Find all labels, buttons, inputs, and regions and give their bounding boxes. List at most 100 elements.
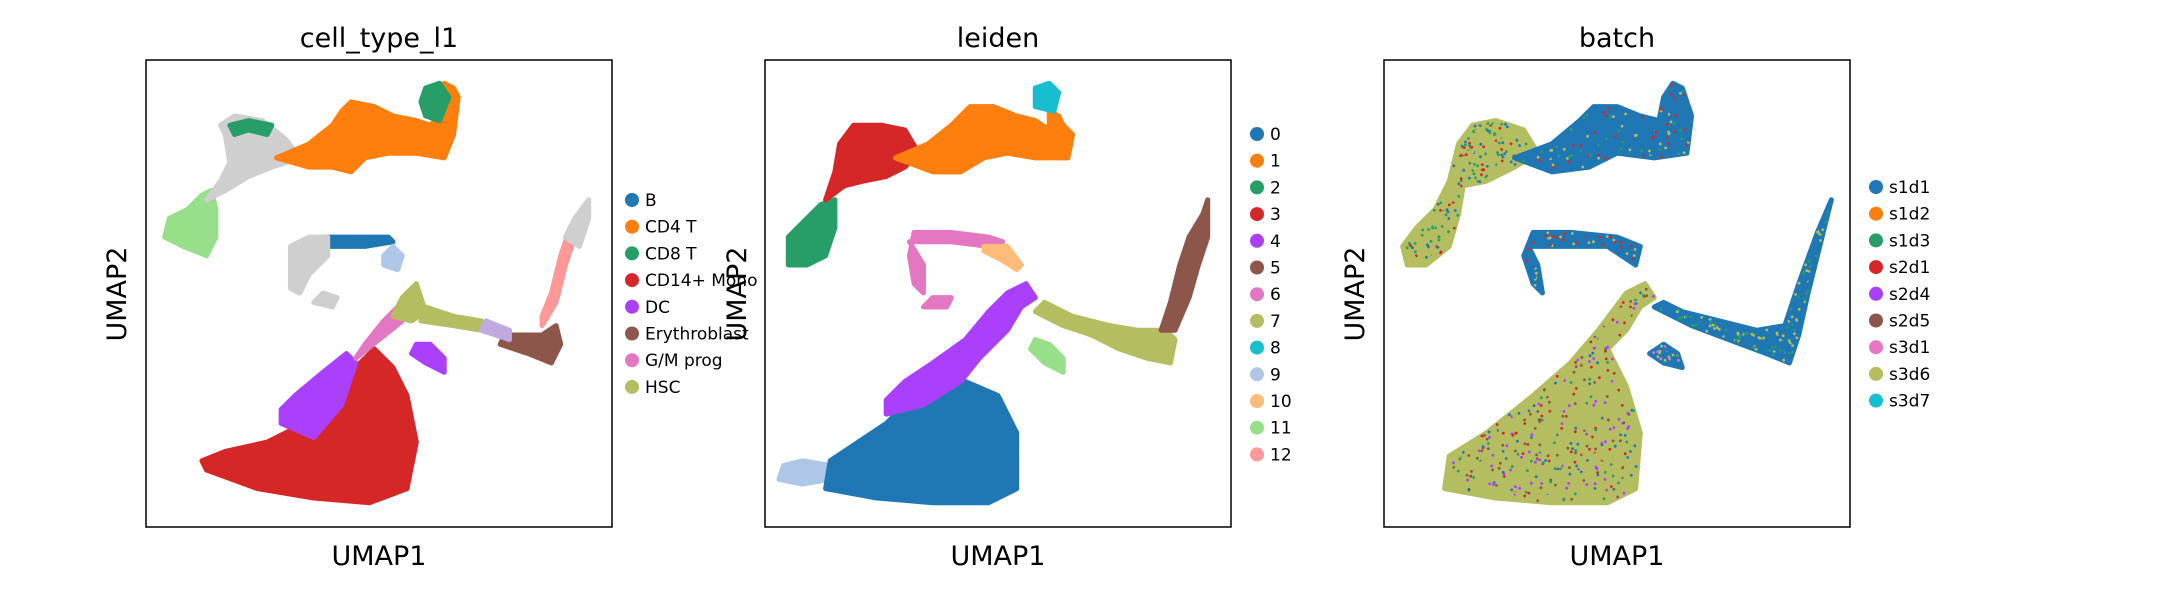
cell-point [1515, 138, 1519, 142]
cell-point [350, 164, 354, 168]
cell-point [1067, 148, 1071, 152]
cell-point [356, 125, 359, 129]
cell-point [349, 125, 353, 129]
legend-marker [1250, 207, 1264, 222]
cell-point [1445, 228, 1449, 232]
cell-point [1523, 461, 1526, 465]
cell-point [969, 240, 973, 244]
cell-point [238, 170, 242, 174]
cell-point [962, 144, 966, 148]
cell-point [494, 332, 498, 336]
cell-point [1630, 412, 1634, 416]
cell-point [352, 408, 356, 411]
cell-point [1617, 241, 1621, 245]
cell-point [1619, 483, 1623, 487]
cell-point [1447, 203, 1451, 207]
cell-point [377, 399, 380, 402]
cell-point [1565, 384, 1569, 388]
cell-point [1631, 291, 1634, 294]
legend-label: HSC [645, 378, 680, 398]
cell-point [305, 407, 309, 411]
cell-point [232, 150, 236, 154]
cell-point [352, 240, 356, 244]
cell-point [986, 453, 989, 457]
cell-point [1470, 171, 1473, 174]
cell-point [926, 387, 930, 390]
cell-point [1001, 432, 1005, 436]
cell-point [1623, 321, 1626, 325]
cell-point [1805, 274, 1809, 278]
legend-marker [1250, 127, 1264, 141]
cell-point [291, 250, 294, 253]
cell-point [249, 455, 253, 459]
cell-point [1603, 478, 1607, 481]
cell-point [1802, 291, 1806, 295]
cell-point [367, 425, 371, 429]
cell-point [387, 317, 390, 321]
cell-point [401, 307, 405, 311]
cell-point [269, 142, 273, 146]
legend-label: B [645, 191, 657, 211]
cell-point [1545, 474, 1549, 478]
cell-point [348, 366, 352, 370]
cell-point [287, 410, 291, 413]
cell-point [913, 402, 917, 406]
cell-point [370, 476, 374, 480]
cell-point [1593, 364, 1596, 368]
cell-point [1049, 147, 1053, 151]
cell-point [258, 487, 262, 490]
cell-point [1555, 236, 1559, 240]
cell-point [1614, 426, 1618, 429]
cell-point [1534, 239, 1538, 243]
cell-point [1003, 317, 1007, 321]
cell-point [1204, 224, 1208, 227]
cell-point [973, 390, 977, 394]
cell-point [1562, 147, 1566, 151]
cell-point [943, 493, 947, 497]
cell-point [1130, 332, 1134, 336]
cell-point [983, 433, 987, 436]
cell-point [1582, 116, 1586, 120]
cell-point [1480, 168, 1484, 172]
cell-point [804, 474, 807, 477]
cell-point [1805, 278, 1808, 282]
cell-point [1489, 144, 1493, 148]
cell-point [966, 161, 970, 164]
cell-point [387, 261, 391, 265]
cell-point [343, 446, 347, 449]
cell-point [927, 486, 931, 490]
cell-point [1491, 457, 1495, 461]
cell-point [885, 443, 889, 447]
cell-point [399, 479, 402, 483]
cell-point [244, 161, 247, 165]
cell-point [190, 248, 194, 252]
cell-point [1501, 449, 1505, 453]
cell-point [1789, 307, 1793, 311]
legend-marker [625, 353, 639, 368]
cell-point [375, 382, 378, 386]
cell-point [427, 362, 431, 365]
cell-point [293, 271, 296, 275]
cell-point [1535, 457, 1539, 461]
cell-point [1551, 419, 1555, 422]
cell-point [421, 131, 425, 135]
cell-point [1508, 144, 1512, 148]
cell-point [398, 475, 402, 478]
cell-point [941, 297, 944, 301]
cell-point [1038, 133, 1042, 137]
cell-point [1584, 150, 1588, 154]
cell-point [1480, 449, 1484, 453]
cell-point [1472, 130, 1476, 134]
cell-point [352, 437, 355, 441]
cell-point [177, 224, 181, 228]
cell-point [955, 411, 959, 415]
cell-point [1713, 327, 1716, 330]
cell-point [304, 469, 308, 472]
cell-point [1451, 198, 1455, 202]
cell-point [1536, 153, 1539, 157]
cell-point [1452, 164, 1456, 168]
cell-point [972, 120, 976, 123]
cell-point [319, 476, 323, 479]
cell-point [229, 461, 233, 465]
cell-point [1457, 182, 1461, 186]
